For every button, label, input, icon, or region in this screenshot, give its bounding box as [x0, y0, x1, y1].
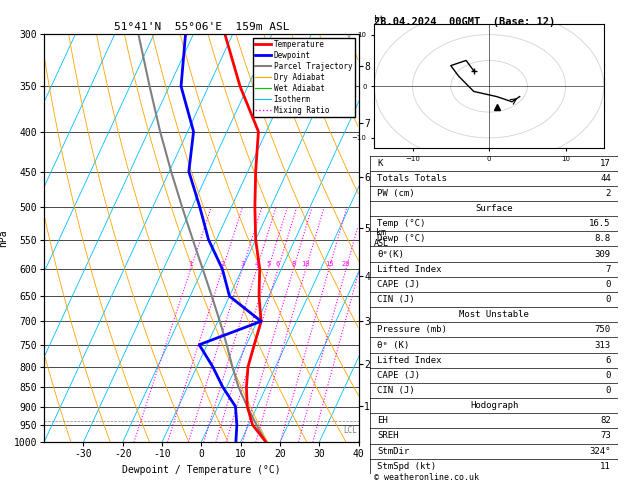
Text: 5: 5 — [266, 261, 270, 267]
Text: Lifted Index: Lifted Index — [377, 356, 442, 364]
Text: 2: 2 — [606, 189, 611, 198]
X-axis label: Dewpoint / Temperature (°C): Dewpoint / Temperature (°C) — [122, 465, 281, 475]
Text: 17: 17 — [600, 158, 611, 168]
Text: Lifted Index: Lifted Index — [377, 265, 442, 274]
Text: 73: 73 — [600, 432, 611, 440]
Text: 8: 8 — [291, 261, 296, 267]
Y-axis label: km
ASL: km ASL — [374, 228, 389, 248]
Text: θᵉ(K): θᵉ(K) — [377, 249, 404, 259]
Text: 11: 11 — [600, 462, 611, 471]
Text: 0: 0 — [606, 280, 611, 289]
Text: 2: 2 — [220, 261, 225, 267]
Text: © weatheronline.co.uk: © weatheronline.co.uk — [374, 473, 479, 482]
Text: 313: 313 — [595, 341, 611, 349]
Text: 82: 82 — [600, 417, 611, 425]
Text: 324°: 324° — [589, 447, 611, 455]
Text: Dewp (°C): Dewp (°C) — [377, 234, 426, 243]
Text: StmSpd (kt): StmSpd (kt) — [377, 462, 437, 471]
Text: 4: 4 — [255, 261, 259, 267]
Text: SREH: SREH — [377, 432, 399, 440]
Text: EH: EH — [377, 417, 388, 425]
Text: CAPE (J): CAPE (J) — [377, 371, 420, 380]
Text: 1: 1 — [189, 261, 193, 267]
Y-axis label: hPa: hPa — [0, 229, 8, 247]
Text: 44: 44 — [600, 174, 611, 183]
Legend: Temperature, Dewpoint, Parcel Trajectory, Dry Adiabat, Wet Adiabat, Isotherm, Mi: Temperature, Dewpoint, Parcel Trajectory… — [253, 38, 355, 117]
Text: LCL: LCL — [343, 426, 357, 435]
Text: 10: 10 — [301, 261, 310, 267]
Text: 0: 0 — [606, 386, 611, 395]
Text: kt: kt — [374, 15, 384, 24]
Text: CAPE (J): CAPE (J) — [377, 280, 420, 289]
Text: 6: 6 — [606, 356, 611, 364]
Text: 8.8: 8.8 — [595, 234, 611, 243]
Text: Surface: Surface — [476, 204, 513, 213]
Text: 7: 7 — [606, 265, 611, 274]
Text: 20: 20 — [342, 261, 350, 267]
Title: 51°41'N  55°06'E  159m ASL: 51°41'N 55°06'E 159m ASL — [113, 22, 289, 32]
Text: Totals Totals: Totals Totals — [377, 174, 447, 183]
Text: Most Unstable: Most Unstable — [459, 310, 529, 319]
Text: 3: 3 — [240, 261, 245, 267]
Text: 16.5: 16.5 — [589, 219, 611, 228]
Text: PW (cm): PW (cm) — [377, 189, 415, 198]
Text: 0: 0 — [606, 295, 611, 304]
Text: 15: 15 — [325, 261, 333, 267]
Text: Pressure (mb): Pressure (mb) — [377, 325, 447, 334]
Text: 6: 6 — [276, 261, 280, 267]
Text: Hodograph: Hodograph — [470, 401, 518, 410]
Text: 309: 309 — [595, 249, 611, 259]
Text: CIN (J): CIN (J) — [377, 295, 415, 304]
Text: StmDir: StmDir — [377, 447, 409, 455]
Text: CIN (J): CIN (J) — [377, 386, 415, 395]
Text: K: K — [377, 158, 382, 168]
Text: 750: 750 — [595, 325, 611, 334]
Text: Temp (°C): Temp (°C) — [377, 219, 426, 228]
Text: θᵉ (K): θᵉ (K) — [377, 341, 409, 349]
Text: 0: 0 — [606, 371, 611, 380]
Text: 28.04.2024  00GMT  (Base: 12): 28.04.2024 00GMT (Base: 12) — [374, 17, 555, 27]
